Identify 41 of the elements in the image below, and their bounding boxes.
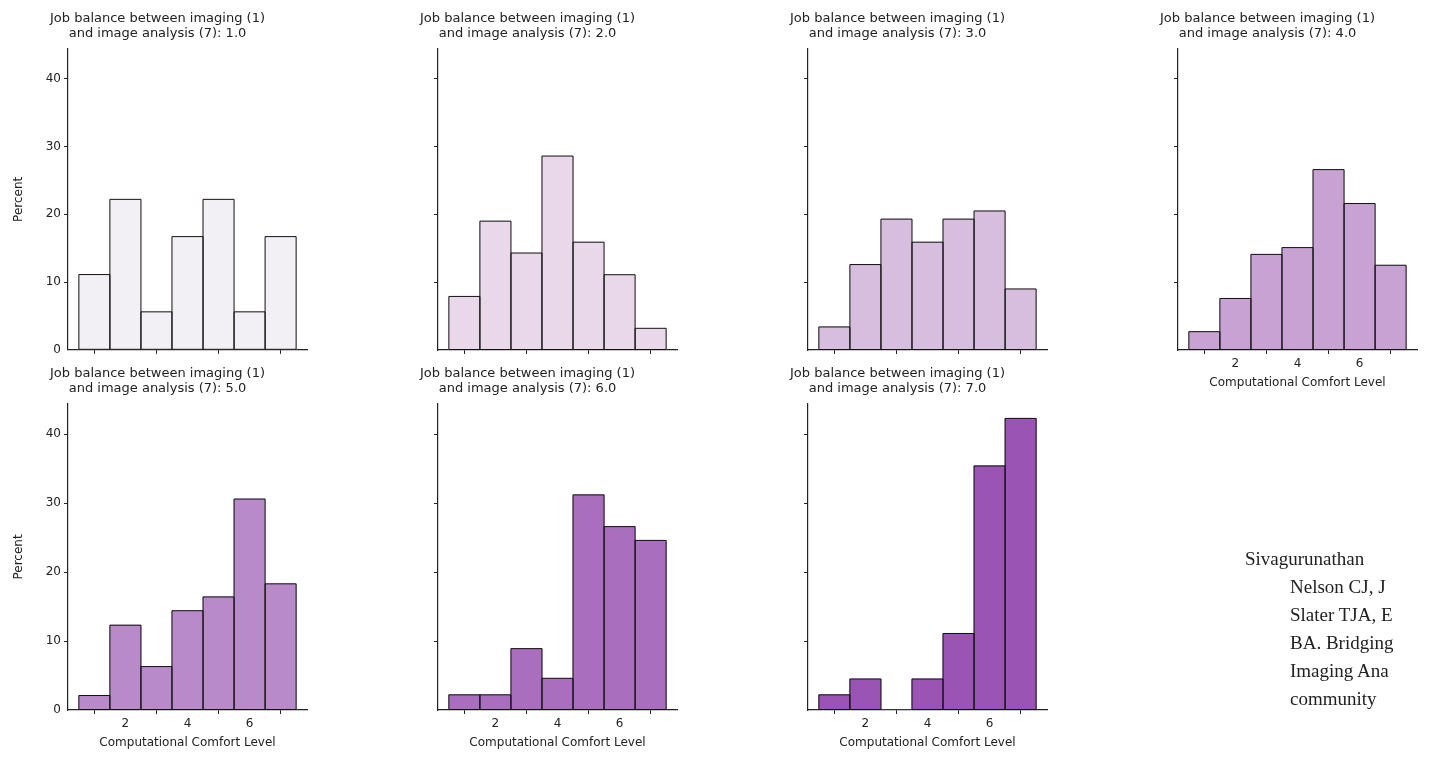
x-tick-label: 6 <box>1355 356 1364 371</box>
x-tick-label: 2 <box>491 716 500 731</box>
y-tick-label: 20 <box>45 564 61 579</box>
x-tick-label: 6 <box>615 716 624 731</box>
y-tick-label: 40 <box>45 70 61 85</box>
chart-title: Job balance between imaging (1) and image analysis (7): 1.0 <box>49 9 265 40</box>
chart-title: Job balance between imaging (1) and image analysis (7): 6.0 <box>419 364 635 395</box>
text: Slater TJA, E <box>1289 603 1394 627</box>
x-tick-label: 4 <box>1293 356 1302 371</box>
x-axis-title: Computational Comfort Level <box>469 734 646 749</box>
chart-title: Job balance between imaging (1) and image analysis (7): 2.0 <box>419 9 635 40</box>
text: BA. Bridging <box>1289 631 1394 655</box>
y-tick-label: 40 <box>45 426 61 441</box>
y-tick-label: 30 <box>45 138 61 153</box>
x-tick-label: 2 <box>121 716 130 731</box>
text: Sivagurunathan <box>1245 547 1366 571</box>
y-tick-label: 20 <box>45 206 61 221</box>
y-tick-label: 10 <box>45 274 61 289</box>
x-axis-title: Computational Comfort Level <box>839 734 1016 749</box>
x-tick-label: 6 <box>985 716 994 731</box>
x-tick-label: 4 <box>923 716 932 731</box>
y-tick-label: 30 <box>45 495 61 510</box>
chart-title: Job balance between imaging (1) and image analysis (7): 5.0 <box>49 364 265 395</box>
chart-title: Job balance between imaging (1) and image analysis (7): 3.0 <box>789 9 1005 40</box>
text: Nelson CJ, J <box>1289 575 1387 599</box>
x-tick-label: 6 <box>245 716 254 731</box>
y-tick-label: 0 <box>53 341 61 356</box>
y-tick-label: 10 <box>45 633 61 648</box>
text: Imaging Ana <box>1289 659 1390 683</box>
chart-title: Job balance between imaging (1) and image analysis (7): 4.0 <box>1159 9 1375 40</box>
text: community <box>1289 687 1378 711</box>
chart-title: Job balance between imaging (1) and image analysis (7): 7.0 <box>789 364 1005 395</box>
x-tick-label: 4 <box>183 716 192 731</box>
y-axis-title: Percent <box>11 534 26 580</box>
x-tick-label: 2 <box>1231 356 1240 371</box>
x-tick-label: 4 <box>553 716 562 731</box>
x-axis-title: Computational Comfort Level <box>99 734 276 749</box>
x-axis-title: Computational Comfort Level <box>1209 374 1386 389</box>
y-axis-title: Percent <box>11 176 26 222</box>
x-tick-label: 2 <box>861 716 870 731</box>
y-tick-label: 0 <box>53 702 61 717</box>
